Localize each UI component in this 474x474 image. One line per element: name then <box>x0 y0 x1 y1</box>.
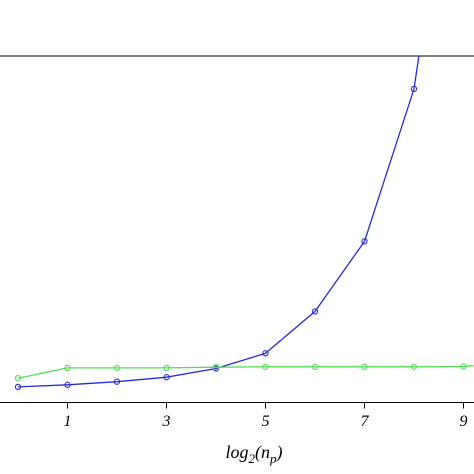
x-tick-label: 3 <box>162 413 171 430</box>
series-1-point <box>14 383 22 391</box>
series-1-point <box>163 374 170 381</box>
series-1-point <box>64 381 71 388</box>
series-1-point <box>361 238 368 245</box>
x-axis-title-subscript-2: p <box>269 451 277 466</box>
series-2-point <box>410 363 418 370</box>
plot-frame <box>0 55 474 403</box>
x-tick-label: 9 <box>460 413 468 430</box>
x-axis-tick-labels: 1 3 5 7 9 <box>64 413 468 430</box>
x-axis-title-subscript-1: 2 <box>249 451 256 466</box>
series-2-point <box>64 364 71 372</box>
x-tick-label: 7 <box>361 413 370 430</box>
series-2-point <box>212 364 220 371</box>
x-axis-title-base: log <box>225 442 248 462</box>
x-axis-title-middle: (n <box>255 442 270 463</box>
series-2-point <box>113 364 121 372</box>
series-1-line <box>17 55 420 388</box>
series-2-point <box>460 363 467 370</box>
series-2-point <box>262 363 269 370</box>
x-axis-title: log2(np) <box>225 442 282 466</box>
series-1-point <box>311 308 319 315</box>
series-2-line <box>17 365 474 379</box>
series-1-point <box>410 85 418 93</box>
series-1-point <box>262 350 269 357</box>
x-axis-title-end: ) <box>276 442 283 463</box>
series-2-point <box>311 363 319 370</box>
series-2-point <box>14 375 22 382</box>
x-tick-label: 5 <box>262 413 270 430</box>
series-2-point <box>163 364 170 372</box>
series-1-point <box>113 378 121 385</box>
series-2-point <box>361 363 368 370</box>
series-layer <box>14 55 474 391</box>
x-tick-label: 1 <box>64 413 72 430</box>
x-axis-ticks <box>67 402 464 409</box>
